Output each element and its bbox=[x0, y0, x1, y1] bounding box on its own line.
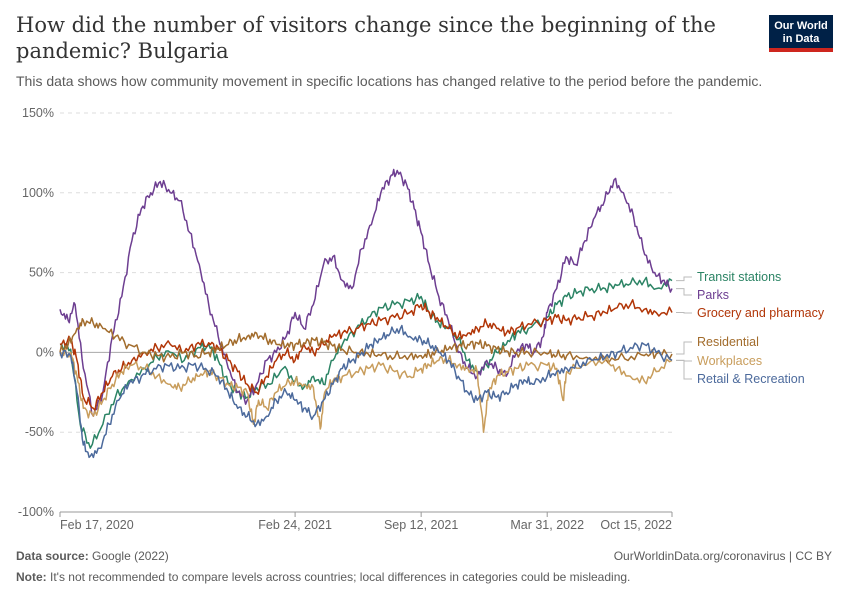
legend-connector bbox=[676, 276, 692, 282]
y-tick-label: 0% bbox=[36, 345, 54, 359]
chart-title: How did the number of visitors change si… bbox=[16, 13, 716, 63]
x-tick-label: Oct 15, 2022 bbox=[600, 518, 672, 532]
owid-logo[interactable]: Our World in Data bbox=[769, 15, 833, 52]
note-text: It's not recommended to compare levels a… bbox=[50, 570, 631, 584]
series-line-retail-recreation bbox=[59, 324, 673, 459]
y-tick-label: 150% bbox=[22, 106, 54, 120]
legend-label-parks: Parks bbox=[697, 288, 729, 302]
x-tick-label: Feb 17, 2020 bbox=[60, 518, 134, 532]
legend-connector bbox=[676, 288, 692, 296]
series-line-parks bbox=[59, 168, 673, 417]
data-source-text[interactable]: Google (2022) bbox=[92, 549, 169, 563]
logo-line-2: in Data bbox=[782, 33, 820, 45]
y-tick-label: 50% bbox=[29, 266, 54, 280]
note-label: Note: bbox=[16, 570, 47, 584]
y-tick-label: -100% bbox=[18, 505, 54, 519]
x-tick-label: Feb 24, 2021 bbox=[258, 518, 332, 532]
x-tick-label: Sep 12, 2021 bbox=[384, 518, 458, 532]
series-line-transit-stations bbox=[59, 276, 673, 449]
data-source-label: Data source: bbox=[16, 549, 89, 563]
legend-label-retail-recreation: Retail & Recreation bbox=[697, 372, 805, 386]
logo-line-1: Our World bbox=[774, 20, 828, 32]
chart-note: Note: It's not recommended to compare le… bbox=[16, 570, 630, 584]
legend-label-residential: Residential bbox=[697, 335, 759, 349]
series-line-workplaces bbox=[59, 349, 673, 433]
legend-connector bbox=[676, 359, 692, 380]
legend-label-transit-stations: Transit stations bbox=[697, 270, 781, 284]
series-line-residential bbox=[59, 317, 673, 364]
data-source: Data source: Google (2022) bbox=[16, 549, 169, 563]
x-tick-label: Mar 31, 2022 bbox=[510, 518, 584, 532]
y-tick-label: 100% bbox=[22, 186, 54, 200]
owid-url[interactable]: OurWorldinData.org/coronavirus | CC BY bbox=[613, 549, 832, 563]
legend-label-grocery-and-pharmacy: Grocery and pharmacy bbox=[697, 306, 825, 320]
y-tick-label: -50% bbox=[25, 425, 54, 439]
legend-label-workplaces: Workplaces bbox=[697, 354, 762, 368]
legend-connector bbox=[676, 341, 692, 355]
legend-connector bbox=[676, 312, 692, 314]
chart-subtitle: This data shows how community movement i… bbox=[16, 73, 763, 89]
